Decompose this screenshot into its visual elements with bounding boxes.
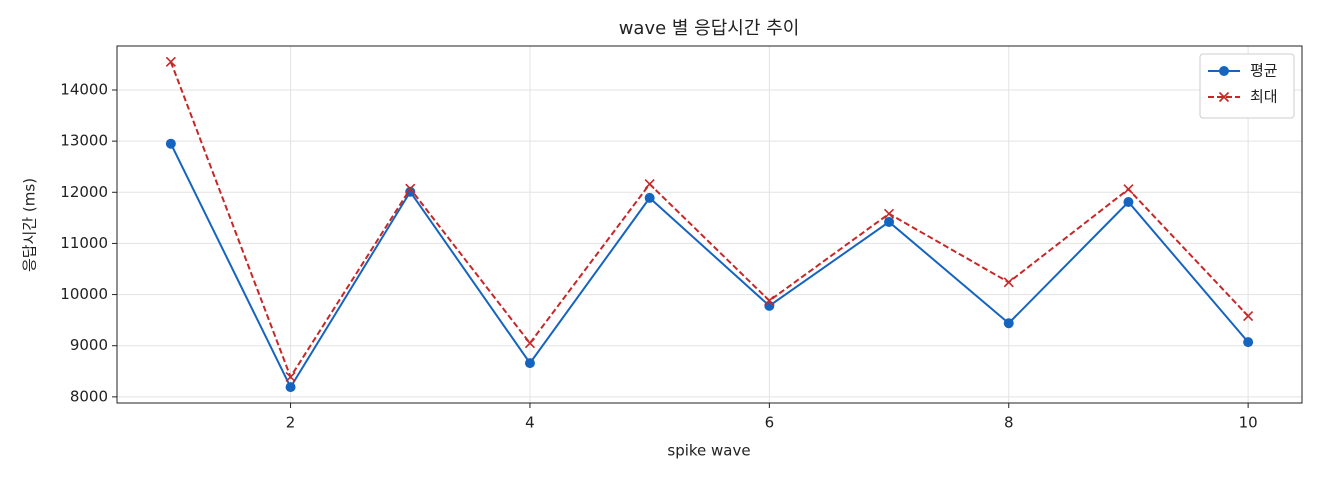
marker [883, 208, 895, 219]
chart-title: wave 별 응답시간 추이 [619, 18, 800, 39]
series-line [169, 61, 1249, 380]
marker [165, 138, 176, 149]
y-tick-label: 12000 [60, 183, 108, 201]
x-axis-label: spike wave [667, 442, 750, 460]
legend-label: 평균 [1250, 62, 1278, 80]
y-tick-label: 13000 [60, 132, 108, 150]
marker [764, 295, 775, 306]
marker [405, 183, 416, 194]
y-tick-label: 11000 [60, 234, 108, 252]
legend-box [1199, 53, 1295, 119]
marker [764, 300, 775, 311]
y-axis-label: 응답시간 (ms) [21, 178, 39, 272]
x-tick-label: 2 [286, 414, 296, 432]
marker [1243, 337, 1254, 348]
x-tick-label: 6 [765, 414, 775, 432]
x-tick-label: 10 [1239, 414, 1258, 432]
marker [524, 338, 536, 349]
y-tick-label: 14000 [60, 80, 108, 98]
x-tick-label: 4 [525, 414, 535, 432]
marker [1218, 91, 1230, 103]
legend-label: 최대 [1250, 88, 1278, 106]
marker [285, 382, 296, 393]
marker [1003, 277, 1014, 288]
marker [1219, 66, 1229, 76]
marker [1003, 318, 1014, 329]
marker [644, 192, 655, 203]
marker [1123, 196, 1134, 207]
marker [524, 358, 535, 369]
marker [285, 371, 296, 382]
marker [165, 56, 176, 67]
marker [1243, 310, 1254, 322]
plot-frame [116, 45, 1303, 404]
marker [644, 179, 655, 190]
marker [1123, 184, 1134, 195]
y-tick-label: 9000 [70, 336, 108, 354]
x-tick-label: 8 [1004, 414, 1014, 432]
marker [884, 216, 895, 227]
series-line [169, 143, 1249, 390]
y-tick-label: 10000 [60, 285, 108, 303]
y-tick-label: 8000 [70, 387, 108, 405]
